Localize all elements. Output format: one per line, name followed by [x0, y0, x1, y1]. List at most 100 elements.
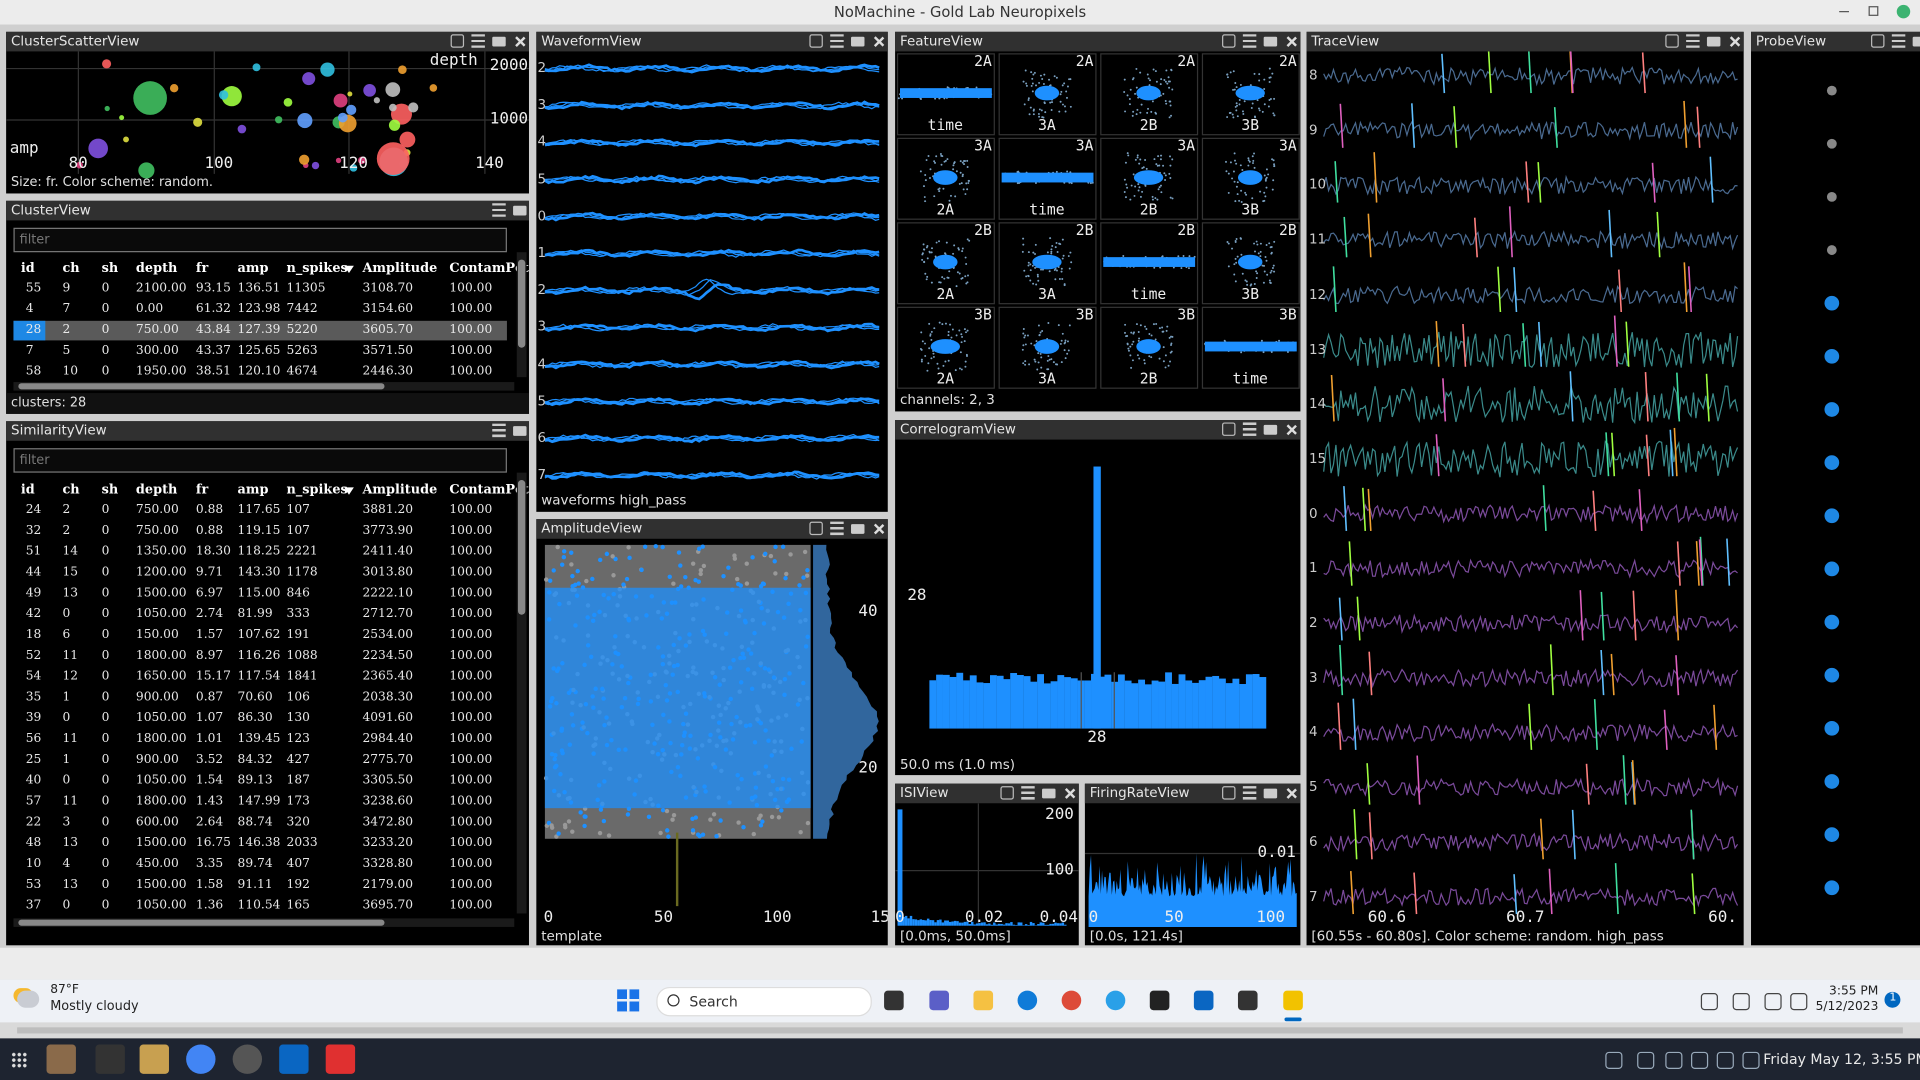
refresh-button[interactable]: [1222, 786, 1236, 800]
label: 8: [1308, 67, 1318, 84]
correlogram-bar: [1010, 673, 1018, 729]
camera-button[interactable]: [1706, 36, 1721, 47]
close-button[interactable]: [1896, 4, 1911, 19]
close-button[interactable]: [1284, 34, 1297, 47]
menu-button[interactable]: [1891, 34, 1906, 48]
search-box[interactable]: Search: [656, 986, 872, 1017]
tray-icon[interactable]: [1691, 1051, 1709, 1069]
feature-point: [949, 323, 952, 326]
feature-point: [1271, 266, 1274, 269]
menu-button[interactable]: [1242, 422, 1257, 436]
refresh-button[interactable]: [809, 521, 823, 536]
camera-button[interactable]: [1263, 36, 1278, 47]
start-button[interactable]: [617, 989, 640, 1012]
label: 0: [1088, 908, 1099, 927]
tray-icon[interactable]: [1790, 993, 1808, 1011]
camera-button[interactable]: [513, 205, 527, 216]
scroll-thumb[interactable]: [18, 383, 385, 390]
dock-app[interactable]: [46, 1044, 76, 1074]
menu-button[interactable]: [492, 203, 506, 217]
dock-app[interactable]: [325, 1044, 356, 1074]
refresh-button[interactable]: [1000, 786, 1014, 800]
menu-button[interactable]: [830, 34, 844, 48]
menu-button[interactable]: [1021, 786, 1035, 800]
tray-icon[interactable]: [1605, 1051, 1623, 1069]
taskbar-app[interactable]: [1149, 990, 1170, 1011]
dock-app[interactable]: [186, 1044, 216, 1074]
scroll-thumb[interactable]: [18, 919, 385, 926]
refresh-button[interactable]: [1665, 34, 1679, 48]
close-button[interactable]: [1284, 786, 1297, 799]
label: 100.00: [449, 648, 493, 663]
close-button[interactable]: [1284, 422, 1297, 435]
minimize-button[interactable]: [1839, 11, 1849, 13]
taskbar-app[interactable]: [1061, 990, 1082, 1011]
feature-point: [1034, 243, 1037, 246]
feature-point: [930, 330, 933, 333]
tray-icon[interactable]: [1716, 1051, 1734, 1069]
dock-app[interactable]: [232, 1044, 263, 1074]
feature-point: [1263, 174, 1266, 177]
scroll-thumb[interactable]: [17, 1027, 1903, 1034]
taskbar-app[interactable]: [929, 990, 949, 1011]
tray-icon[interactable]: [1700, 993, 1718, 1011]
taskbar-app[interactable]: [884, 990, 904, 1011]
label: 106: [286, 690, 310, 705]
tray-icon[interactable]: [1665, 1051, 1683, 1069]
label: 11: [62, 794, 79, 809]
menu-button[interactable]: [492, 423, 506, 438]
close-button[interactable]: [1063, 786, 1076, 799]
filter-input[interactable]: filter: [13, 227, 507, 253]
label: 3:55 PM: [1829, 984, 1879, 998]
camera-button[interactable]: [1042, 788, 1056, 799]
menu-button[interactable]: [471, 34, 485, 48]
refresh-button[interactable]: [1871, 34, 1885, 48]
scroll-thumb[interactable]: [517, 259, 526, 348]
menu-button[interactable]: [1242, 34, 1257, 48]
filter-input[interactable]: filter: [13, 448, 507, 473]
close-button[interactable]: [1728, 34, 1741, 47]
taskbar-app[interactable]: [1237, 990, 1258, 1011]
menu-button[interactable]: [1242, 786, 1257, 800]
dock-app[interactable]: [279, 1044, 309, 1074]
refresh-button[interactable]: [1222, 34, 1236, 48]
vertical-scrollbar[interactable]: [516, 472, 527, 914]
camera-button[interactable]: [513, 426, 527, 436]
taskbar-app[interactable]: [1017, 990, 1038, 1011]
feature-point: [1139, 195, 1142, 198]
tray-icon[interactable]: [1637, 1051, 1655, 1069]
isi-bar: [939, 919, 942, 926]
app-grid-button[interactable]: [11, 1051, 27, 1068]
taskbar-app[interactable]: [1193, 990, 1214, 1011]
taskbar-app[interactable]: [1105, 990, 1126, 1011]
menu-button[interactable]: [830, 521, 844, 536]
dock-app[interactable]: [95, 1044, 125, 1074]
horizontal-scrollbar[interactable]: [0, 1022, 1920, 1039]
close-button[interactable]: [872, 522, 885, 535]
amplitude-point: [701, 563, 707, 569]
close-button[interactable]: [872, 34, 885, 47]
scroll-thumb[interactable]: [517, 480, 526, 615]
camera-button[interactable]: [1263, 424, 1278, 435]
refresh-button[interactable]: [809, 34, 823, 48]
close-button[interactable]: [513, 34, 526, 47]
feature-point: [1060, 361, 1063, 364]
refresh-button[interactable]: [1222, 422, 1236, 436]
camera-button[interactable]: [1263, 788, 1278, 799]
amplitude-point: [646, 814, 652, 820]
restore-button[interactable]: [1868, 6, 1879, 16]
taskbar-app[interactable]: [973, 990, 994, 1011]
camera-button[interactable]: [851, 524, 865, 534]
refresh-button[interactable]: [450, 34, 465, 48]
feature-point: [952, 168, 955, 171]
menu-button[interactable]: [1686, 34, 1700, 48]
camera-button[interactable]: [851, 36, 865, 47]
camera-button[interactable]: [492, 36, 506, 47]
tray-icon[interactable]: [1764, 993, 1782, 1011]
notification-badge[interactable]: 1: [1884, 991, 1901, 1008]
tray-icon[interactable]: [1742, 1051, 1760, 1069]
dock-app[interactable]: [139, 1044, 169, 1074]
tray-icon[interactable]: [1732, 993, 1750, 1011]
taskbar-app[interactable]: [1283, 990, 1303, 1011]
camera-button[interactable]: [1912, 36, 1920, 47]
